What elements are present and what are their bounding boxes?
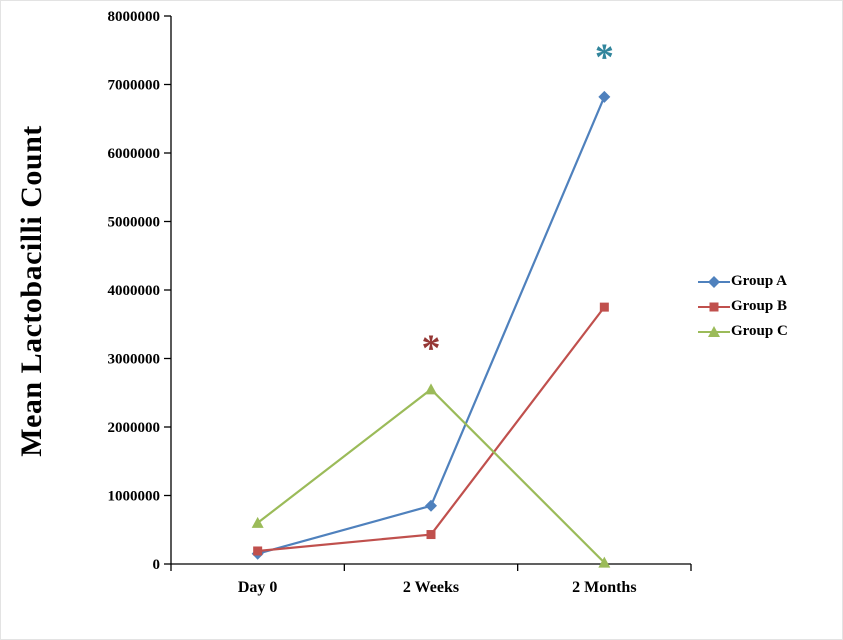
y-tick-label: 4000000 <box>108 283 161 299</box>
data-point-group-c <box>251 516 264 528</box>
y-tick-label: 7000000 <box>108 78 161 94</box>
y-tick-label: 6000000 <box>108 146 161 162</box>
y-axis-title: Mean Lactobacilli Count <box>15 125 48 457</box>
significance-asterisk: * <box>595 36 614 78</box>
x-category-label: Day 0 <box>238 579 278 596</box>
legend-label-group-c: Group C <box>731 323 788 339</box>
data-point-group-b <box>426 530 436 540</box>
legend-item-group-b: Group B <box>698 298 788 315</box>
legend-square-icon <box>698 302 730 311</box>
legend-diamond-icon <box>698 275 730 288</box>
data-point-group-a <box>425 499 437 512</box>
significance-asterisk: * <box>422 327 441 369</box>
data-point-group-c <box>598 556 611 568</box>
y-tick-label: 5000000 <box>108 215 161 231</box>
x-category-label: 2 Weeks <box>403 579 459 596</box>
legend: Group A Group B Group C <box>698 273 788 340</box>
legend-marker-group-a <box>708 275 720 288</box>
y-tick-label: 8000000 <box>108 9 161 25</box>
y-tick-label: 3000000 <box>108 352 161 368</box>
legend-item-group-c: Group C <box>698 323 788 340</box>
y-tick-label: 1000000 <box>108 489 161 505</box>
y-tick-label: 0 <box>153 557 161 573</box>
y-tick-label: 2000000 <box>108 420 161 436</box>
legend-item-group-a: Group A <box>698 273 788 290</box>
series-line-group-a <box>257 96 606 555</box>
legend-label-group-b: Group B <box>731 298 787 314</box>
legend-marker-group-c <box>708 325 720 337</box>
legend-label-group-a: Group A <box>731 273 787 289</box>
data-point-group-c <box>425 383 437 395</box>
x-category-label: 2 Months <box>572 579 636 596</box>
legend-marker-group-b <box>709 302 719 311</box>
legend-triangle-icon <box>698 325 730 337</box>
data-point-group-b <box>253 546 263 556</box>
data-point-group-b <box>599 302 609 312</box>
data-point-group-a <box>598 90 611 103</box>
